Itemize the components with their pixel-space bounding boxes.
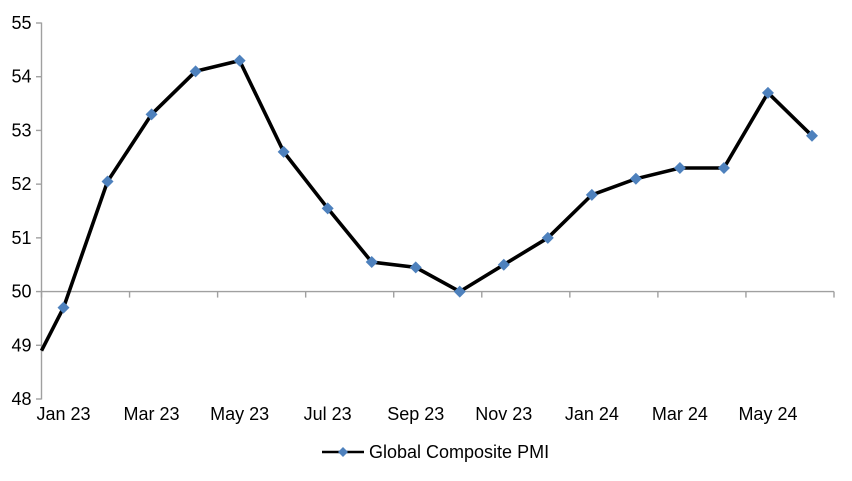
x-tick-label: Mar 24 xyxy=(652,404,708,424)
y-tick-label: 52 xyxy=(11,174,31,194)
series-layer xyxy=(39,54,818,352)
x-tick-label: Jan 23 xyxy=(36,404,90,424)
y-tick-label: 55 xyxy=(11,13,31,33)
data-point-marker xyxy=(57,301,70,314)
x-tick-label: May 24 xyxy=(738,404,797,424)
x-tick-label: May 23 xyxy=(210,404,269,424)
data-point-marker xyxy=(585,188,598,201)
data-point-marker xyxy=(189,65,202,78)
data-point-marker xyxy=(277,145,290,158)
data-point-marker xyxy=(761,86,774,99)
data-point-marker xyxy=(541,231,554,244)
y-tick-label: 54 xyxy=(11,67,31,87)
pmi-line xyxy=(39,58,814,352)
axes-layer: 48 49 50 51 52 53 54 55 Jan 23 Mar 23 May 23 Jul 23… xyxy=(11,13,835,424)
data-point-marker xyxy=(409,261,422,274)
y-tick-label: 50 xyxy=(11,282,31,302)
data-point-marker xyxy=(805,129,818,142)
legend-diamond-icon xyxy=(338,447,348,457)
legend-label: Global Composite PMI xyxy=(369,442,549,462)
data-point-marker xyxy=(717,162,730,175)
y-tick-label: 48 xyxy=(11,389,31,409)
data-point-marker xyxy=(497,258,510,271)
x-tick-label: Jul 23 xyxy=(304,404,352,424)
y-tick-label: 49 xyxy=(11,335,31,355)
x-tick-label: Mar 23 xyxy=(124,404,180,424)
x-tick-label: Jan 24 xyxy=(565,404,619,424)
legend: Global Composite PMI xyxy=(322,442,549,462)
data-point-marker xyxy=(145,108,158,121)
x-tick-label: Sep 23 xyxy=(387,404,444,424)
y-tick-label: 51 xyxy=(11,228,31,248)
data-point-marker xyxy=(233,54,246,67)
data-point-marker xyxy=(673,162,686,175)
data-point-marker xyxy=(321,202,334,215)
x-tick-label: Nov 23 xyxy=(475,404,532,424)
data-point-marker xyxy=(365,256,378,269)
data-point-marker xyxy=(453,285,466,298)
data-point-marker xyxy=(629,172,642,185)
y-tick-label: 53 xyxy=(11,120,31,140)
data-point-marker xyxy=(101,175,114,188)
